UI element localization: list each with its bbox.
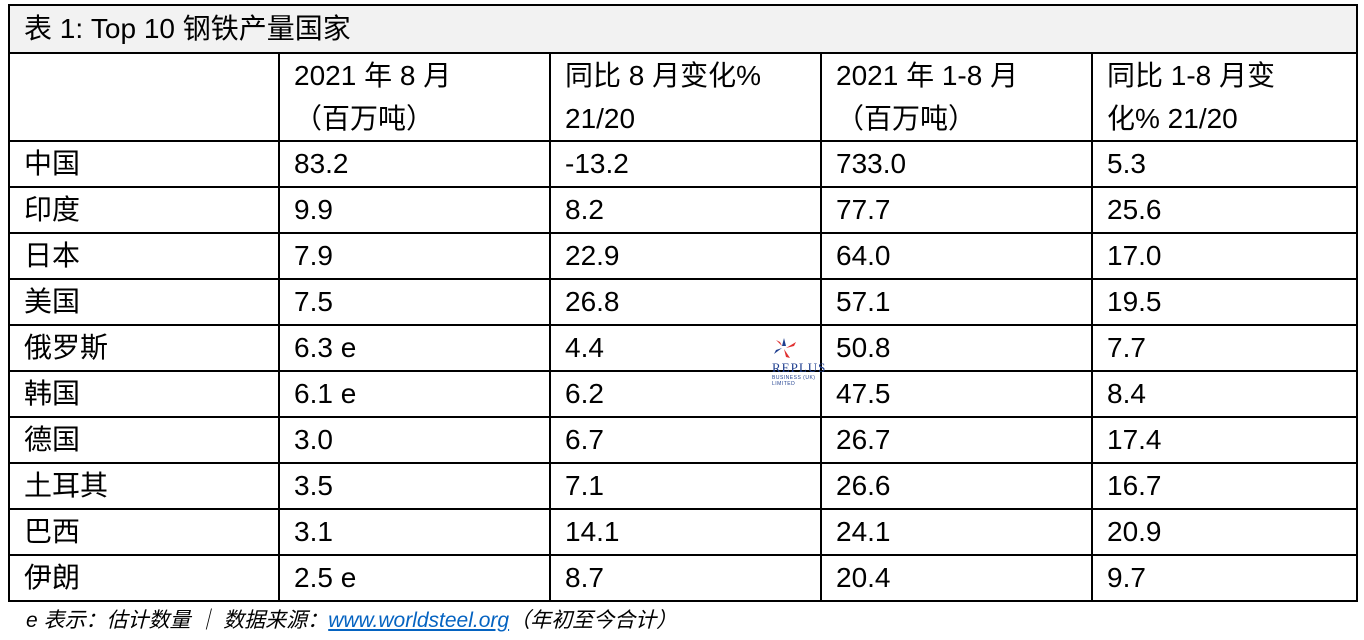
header-line: 21/20	[565, 103, 636, 134]
country-cell: 伊朗	[8, 554, 280, 602]
value-cell: 47.5	[820, 370, 1093, 418]
value-cell: 26.6	[820, 462, 1093, 510]
value-cell: 16.7	[1090, 462, 1359, 510]
value-cell: 50.8	[820, 324, 1093, 372]
header-cell-country	[8, 52, 280, 142]
footnote-suffix: （年初至今合计）	[509, 609, 678, 632]
value-cell: 25.6	[1090, 186, 1359, 234]
value-cell: 20.9	[1090, 508, 1359, 556]
value-cell: 83.2	[278, 140, 551, 188]
country-cell: 土耳其	[8, 462, 280, 510]
table-title: 表 1: Top 10 钢铁产量国家	[7, 4, 1359, 54]
value-cell: 3.1	[278, 508, 551, 556]
source-link[interactable]: www.worldsteel.org	[328, 609, 510, 632]
value-cell: 733.0	[820, 140, 1093, 188]
country-cell: 巴西	[8, 508, 280, 556]
value-cell: 24.1	[820, 508, 1093, 556]
value-cell: 17.4	[1090, 416, 1359, 464]
table-row: 巴西 3.1 14.1 24.1 20.9	[8, 508, 1359, 556]
header-line: （百万吨）	[836, 103, 977, 134]
value-cell: 20.4	[820, 554, 1093, 602]
header-line: 同比 8 月变化%	[565, 60, 762, 91]
value-cell: 6.3 e	[278, 324, 551, 372]
table-row: 伊朗 2.5 e 8.7 20.4 9.7	[8, 554, 1359, 602]
table-header-row: 2021 年 8 月 （百万吨） 同比 8 月变化% 21/20 2021 年 …	[8, 52, 1359, 142]
footnote-prefix: e 表示：估计数量 ｜ 数据来源：	[26, 609, 329, 632]
value-cell: 64.0	[820, 232, 1093, 280]
value-cell: 8.2	[549, 186, 822, 234]
value-cell: 3.5	[278, 462, 551, 510]
value-cell: 5.3	[1090, 140, 1359, 188]
value-cell: 7.1	[549, 462, 822, 510]
table-row: 印度 9.9 8.2 77.7 25.6	[8, 186, 1359, 234]
header-cell-ytd-yoy: 同比 1-8 月变 化% 21/20	[1090, 52, 1359, 142]
header-line: 2021 年 1-8 月	[836, 60, 1019, 91]
header-line: 同比 1-8 月变	[1107, 60, 1276, 91]
star-burst-logo-icon	[774, 338, 796, 358]
header-line: 化% 21/20	[1107, 103, 1238, 134]
value-cell: 19.5	[1090, 278, 1359, 326]
table-row: 俄罗斯 6.3 e 4.4 50.8 7.7	[8, 324, 1359, 372]
country-cell: 美国	[8, 278, 280, 326]
value-cell: 9.9	[278, 186, 551, 234]
table-row: 美国 7.5 26.8 57.1 19.5	[8, 278, 1359, 326]
footnote: e 表示：估计数量 ｜ 数据来源：www.worldsteel.org（年初至今…	[26, 604, 677, 634]
table-row: 日本 7.9 22.9 64.0 17.0	[8, 232, 1359, 280]
value-cell: 26.8	[549, 278, 822, 326]
value-cell: 14.1	[549, 508, 822, 556]
value-cell: 8.4	[1090, 370, 1359, 418]
table-row: 土耳其 3.5 7.1 26.6 16.7	[8, 462, 1359, 510]
value-cell: 4.4	[549, 324, 822, 372]
value-cell: 3.0	[278, 416, 551, 464]
value-cell: 6.2	[549, 370, 822, 418]
country-cell: 德国	[8, 416, 280, 464]
logo-text: REPLUS	[772, 360, 827, 375]
value-cell: -13.2	[549, 140, 822, 188]
country-cell: 印度	[8, 186, 280, 234]
value-cell: 8.7	[549, 554, 822, 602]
country-cell: 俄罗斯	[8, 324, 280, 372]
header-line: 2021 年 8 月	[294, 60, 452, 91]
table-row: 中国 83.2 -13.2 733.0 5.3	[8, 140, 1359, 188]
value-cell: 57.1	[820, 278, 1093, 326]
value-cell: 26.7	[820, 416, 1093, 464]
value-cell: 7.5	[278, 278, 551, 326]
value-cell: 6.1 e	[278, 370, 551, 418]
value-cell: 22.9	[549, 232, 822, 280]
country-cell: 日本	[8, 232, 280, 280]
country-cell: 中国	[8, 140, 280, 188]
steel-table-container: 表 1: Top 10 钢铁产量国家 2021 年 8 月 （百万吨） 同比 8…	[7, 4, 1359, 602]
value-cell: 6.7	[549, 416, 822, 464]
value-cell: 2.5 e	[278, 554, 551, 602]
header-cell-aug-yoy: 同比 8 月变化% 21/20	[549, 52, 822, 142]
value-cell: 7.9	[278, 232, 551, 280]
value-cell: 17.0	[1090, 232, 1359, 280]
value-cell: 77.7	[820, 186, 1093, 234]
value-cell: 7.7	[1090, 324, 1359, 372]
steel-production-table: 表 1: Top 10 钢铁产量国家 2021 年 8 月 （百万吨） 同比 8…	[7, 4, 1359, 602]
header-cell-aug: 2021 年 8 月 （百万吨）	[278, 52, 551, 142]
header-line: （百万吨）	[294, 103, 435, 134]
value-cell: 9.7	[1090, 554, 1359, 602]
table-row: 德国 3.0 6.7 26.7 17.4	[8, 416, 1359, 464]
table-row: 韩国 6.1 e 6.2 47.5 8.4	[8, 370, 1359, 418]
header-cell-ytd: 2021 年 1-8 月 （百万吨）	[820, 52, 1093, 142]
replus-logo: REPLUS BUSINESS (UK) LIMITED	[770, 336, 840, 387]
country-cell: 韩国	[8, 370, 280, 418]
logo-subtext: BUSINESS (UK) LIMITED	[772, 375, 816, 387]
